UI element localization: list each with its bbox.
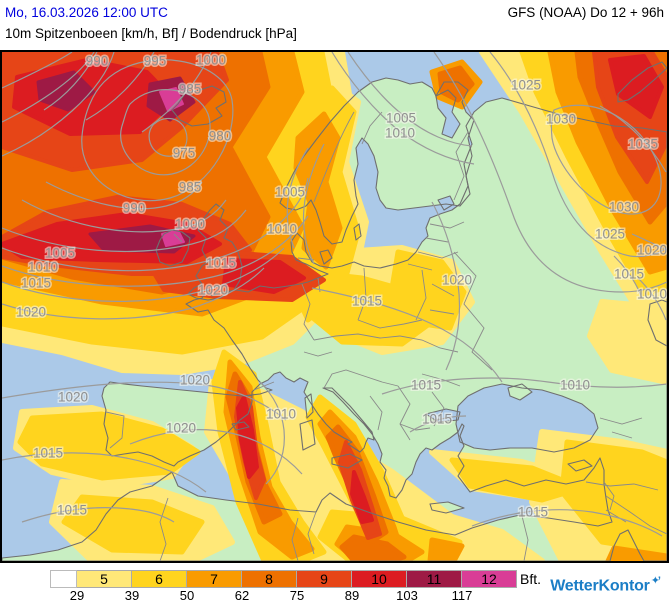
- gust-shading: [2, 52, 667, 561]
- isobar-label-1015: 1015: [206, 256, 236, 271]
- isobar-label-1015: 1015: [57, 503, 87, 518]
- isobar-label-975: 975: [173, 146, 196, 161]
- isobar-label-1030: 1030: [609, 200, 639, 215]
- logo-swoosh-icon: ✦’: [650, 575, 661, 587]
- map-subtitle: 10m Spitzenboeen [km/h, Bf] / Bodendruck…: [5, 26, 297, 41]
- isobar-label-1035: 1035: [628, 137, 658, 152]
- isobar-label-995: 995: [144, 54, 167, 69]
- isobar-label-1030: 1030: [546, 112, 576, 127]
- legend-threshold-50: 50: [179, 588, 195, 603]
- logo-text: WetterKontor: [550, 577, 650, 595]
- isobar-label-985: 985: [179, 82, 202, 97]
- isobar-label-1020: 1020: [16, 305, 46, 320]
- isobar-label-1010: 1010: [560, 378, 590, 393]
- wetterkontor-logo: WetterKontor✦’: [550, 574, 661, 595]
- isobar-label-1005: 1005: [275, 185, 305, 200]
- model-run-label: GFS (NOAA) Do 12 + 96h: [507, 5, 664, 20]
- isobar-label-1020: 1020: [58, 390, 88, 405]
- isobar-label-1010: 1010: [637, 287, 667, 302]
- gust-legend: 5 6 7 8 9 10 11 12 Bft. 29 39 50 62 75 89 103 117: [0, 566, 669, 603]
- isobar-label-1010: 1010: [385, 126, 415, 141]
- datetime-label: Mo, 16.03.2026 12:00 UTC: [5, 5, 168, 20]
- isobar-label-1020: 1020: [180, 373, 210, 388]
- legend-threshold-39: 39: [124, 588, 140, 603]
- legend-cell-11: 11: [407, 570, 462, 588]
- isobar-label-1010: 1010: [267, 222, 297, 237]
- isobar-label-990: 990: [86, 54, 109, 69]
- isobar-label-980: 980: [209, 129, 232, 144]
- isobar-label-1015: 1015: [411, 378, 441, 393]
- isobar-label-1000: 1000: [175, 217, 205, 232]
- isobar-label-1025: 1025: [511, 78, 541, 93]
- isobar-label-1025: 1025: [595, 227, 625, 242]
- isobar-label-1000: 1000: [196, 53, 226, 68]
- legend-threshold-75: 75: [289, 588, 305, 603]
- isobar-label-1010: 1010: [28, 260, 58, 275]
- europe-wind-pressure-map: 990 995 1000985980975985990100010051010100…: [2, 52, 667, 561]
- isobar-label-1015: 1015: [33, 446, 63, 461]
- legend-cell-blank: [50, 570, 77, 588]
- isobar-label-1020: 1020: [166, 421, 196, 436]
- legend-cell-6: 6: [132, 570, 187, 588]
- legend-threshold-89: 89: [344, 588, 360, 603]
- isobar-label-1015: 1015: [21, 276, 51, 291]
- isobar-label-1015: 1015: [422, 412, 452, 427]
- legend-cell-9: 9: [297, 570, 352, 588]
- isobar-labels: 990 995 1000985980975985990100010051010100…: [14, 52, 667, 521]
- legend-cell-8: 8: [242, 570, 297, 588]
- legend-threshold-103: 103: [396, 588, 418, 603]
- isobar-label-985: 985: [179, 180, 202, 195]
- legend-cell-12: 12: [462, 570, 517, 588]
- country-borders: [105, 111, 667, 561]
- legend-cell-10: 10: [352, 570, 407, 588]
- legend-cell-7: 7: [187, 570, 242, 588]
- isobar-label-1010: 1010: [266, 407, 296, 422]
- header-row: Mo, 16.03.2026 12:00 UTC GFS (NOAA) Do 1…: [5, 5, 664, 20]
- legend-threshold-117: 117: [451, 588, 473, 603]
- isobar-label-1005: 1005: [45, 246, 75, 261]
- legend-threshold-62: 62: [234, 588, 250, 603]
- weather-map: 990 995 1000 985 980 975 985 990 1000 1005 1010 100…: [0, 50, 669, 563]
- isobar-label-1015: 1015: [352, 294, 382, 309]
- isobar-label-1005: 1005: [386, 111, 416, 126]
- isobar-label-1020: 1020: [442, 273, 472, 288]
- legend-cell-5: 5: [77, 570, 132, 588]
- isobars: [2, 52, 667, 537]
- isobar-label-1020: 1020: [637, 243, 667, 258]
- isobar-label-1015: 1015: [518, 505, 548, 520]
- legend-unit-label: Bft.: [520, 571, 542, 587]
- isobar-label-1015: 1015: [614, 267, 644, 282]
- legend-threshold-29: 29: [69, 588, 85, 603]
- isobar-label-1020: 1020: [198, 283, 228, 298]
- isobar-label-990: 990: [123, 201, 146, 216]
